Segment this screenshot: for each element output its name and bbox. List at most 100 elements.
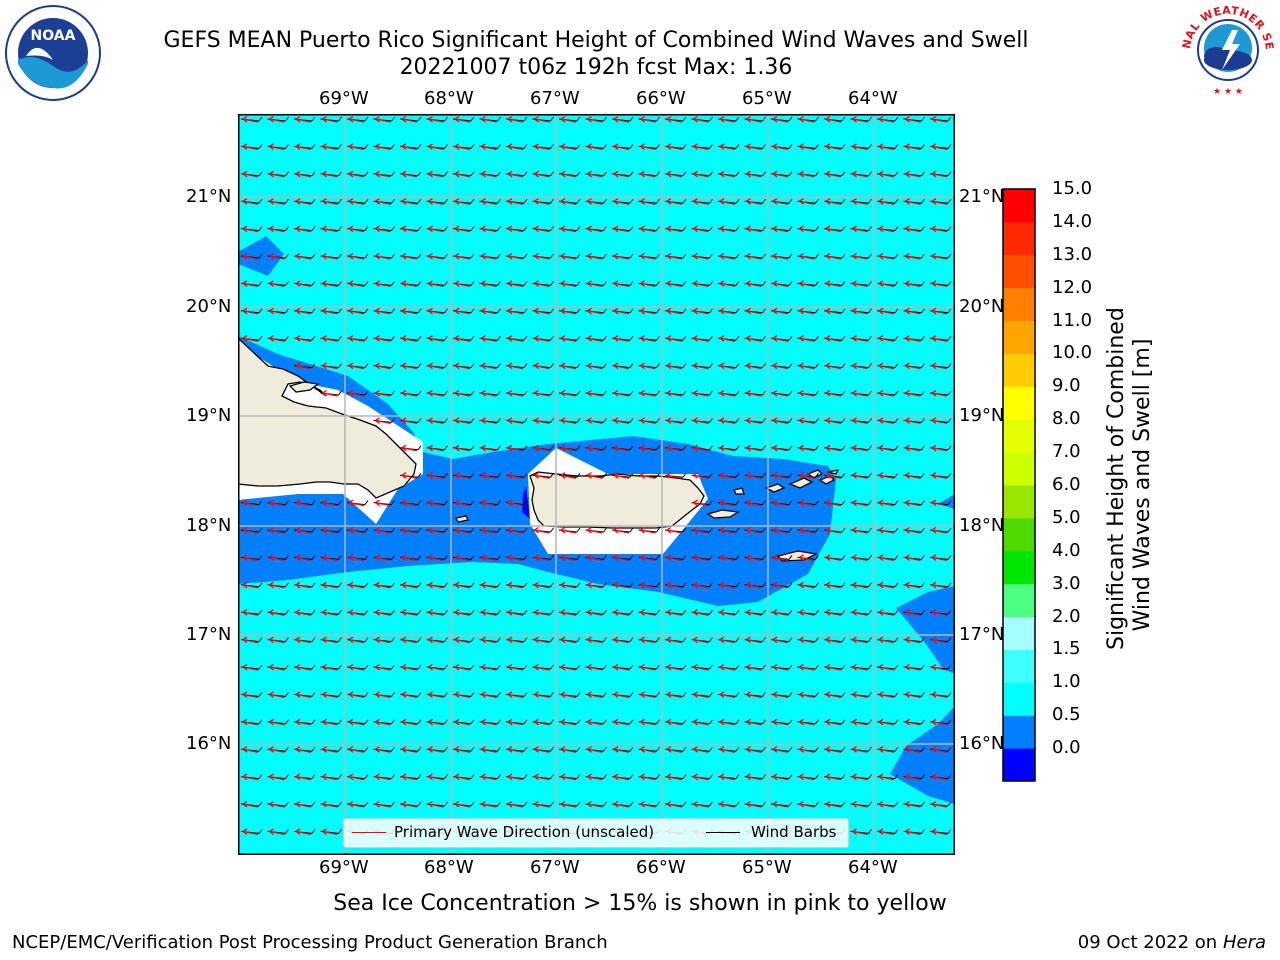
wave-vector: [850, 773, 872, 781]
wave-vector: [240, 115, 263, 123]
wave-vector: [346, 307, 369, 315]
wave-vector: [346, 526, 369, 534]
wave-vector: [399, 718, 422, 726]
wave-vector: [532, 280, 554, 288]
wave-vector: [426, 115, 448, 123]
wave-vector: [558, 800, 581, 808]
wave-vector: [558, 746, 581, 753]
wave-vector: [611, 115, 634, 123]
colorbar-segment: [1003, 189, 1035, 223]
colorbar-tick-label: 9.0: [1052, 375, 1081, 397]
wave-vector: [638, 170, 660, 178]
wave-vector: [267, 143, 289, 151]
wave-vector: [929, 143, 952, 151]
wave-vector: [426, 472, 448, 479]
wave-vector: [850, 307, 872, 315]
wave-vector: [373, 718, 395, 726]
colorbar-segment: [1003, 452, 1035, 486]
lon-label-bottom: 68°W: [424, 857, 474, 878]
wave-vector: [876, 691, 899, 699]
wave-vector: [558, 581, 581, 589]
wave-vector: [717, 444, 740, 452]
wave-vector: [929, 362, 952, 370]
wave-vector: [611, 718, 634, 726]
wave-vector: [876, 389, 899, 397]
wave-vector: [585, 115, 607, 123]
wave-vector: [823, 472, 846, 479]
wave-vector: [664, 115, 687, 123]
wave-vector: [876, 526, 899, 534]
wave-vector: [929, 499, 952, 507]
wave-vector: [320, 718, 342, 726]
wave-vector: [664, 609, 687, 616]
wave-vector: [797, 225, 819, 233]
wave-vector: [399, 663, 422, 671]
wave-vector: [850, 526, 872, 534]
wave-vector: [426, 389, 448, 397]
wave-vector: [717, 307, 740, 315]
wave-vector: [452, 115, 475, 123]
wave-vector: [293, 828, 316, 836]
wave-vector: [638, 417, 660, 425]
wave-vector: [744, 307, 766, 315]
wave-vector: [399, 335, 422, 342]
wave-vector: [452, 444, 475, 452]
wave-vector: [929, 828, 952, 836]
wave-vector: [744, 335, 766, 342]
wave-vector: [744, 718, 766, 726]
wave-vector: [664, 663, 687, 671]
wave-vector: [452, 718, 475, 726]
colorbar-title-line2: Wind Waves and Swell [m]: [1130, 338, 1155, 632]
wave-vector: [876, 143, 899, 151]
wave-vector: [744, 198, 766, 205]
wave-vector: [903, 280, 925, 288]
wave-vector: [876, 773, 899, 781]
wave-vector: [850, 691, 872, 699]
wave-vector: [267, 663, 289, 671]
wave-vector: [903, 718, 925, 726]
wave-vector: [399, 307, 422, 315]
wave-vector: [426, 526, 448, 534]
wave-vector: [850, 718, 872, 726]
wave-vector: [797, 143, 819, 151]
wave-vector: [717, 526, 740, 534]
colorbar-segment: [1003, 287, 1035, 322]
wave-vector: [717, 417, 740, 425]
wave-vector: [797, 362, 819, 370]
wave-vector: [611, 362, 634, 370]
wave-vector: [479, 198, 501, 205]
wave-vector: [664, 718, 687, 726]
wave-vector: [664, 746, 687, 753]
wave-vector: [426, 170, 448, 178]
wave-vector: [240, 609, 263, 616]
wave-vector: [903, 663, 925, 671]
wave-vector: [399, 252, 422, 260]
wave-vector: [797, 170, 819, 178]
wave-vector: [320, 252, 342, 260]
wave-vector: [267, 115, 289, 123]
wave-vector: [664, 773, 687, 781]
wave-vector: [664, 307, 687, 315]
colorbar-segment: [1003, 649, 1035, 683]
lat-label-left: 19°N: [186, 405, 232, 426]
colorbar-tick-label: 1.0: [1052, 671, 1081, 693]
wave-vector: [426, 554, 448, 562]
wave-vector: [717, 718, 740, 726]
wave-vector: [505, 718, 528, 726]
wave-vector: [876, 444, 899, 452]
wave-vector: [320, 691, 342, 699]
wave-vector: [876, 335, 899, 342]
wave-vector: [346, 170, 369, 178]
wave-vector: [585, 307, 607, 315]
wave-vector: [770, 663, 793, 671]
wave-vector: [850, 609, 872, 616]
wave-vector: [691, 198, 713, 205]
wave-vector: [717, 554, 740, 562]
wave-vector: [903, 472, 925, 479]
wave-vector: [717, 280, 740, 288]
wave-vector: [452, 252, 475, 260]
wave-vector: [240, 554, 263, 562]
wave-vector: [346, 609, 369, 616]
wave-vector: [929, 663, 952, 671]
wave-vector: [240, 526, 263, 534]
